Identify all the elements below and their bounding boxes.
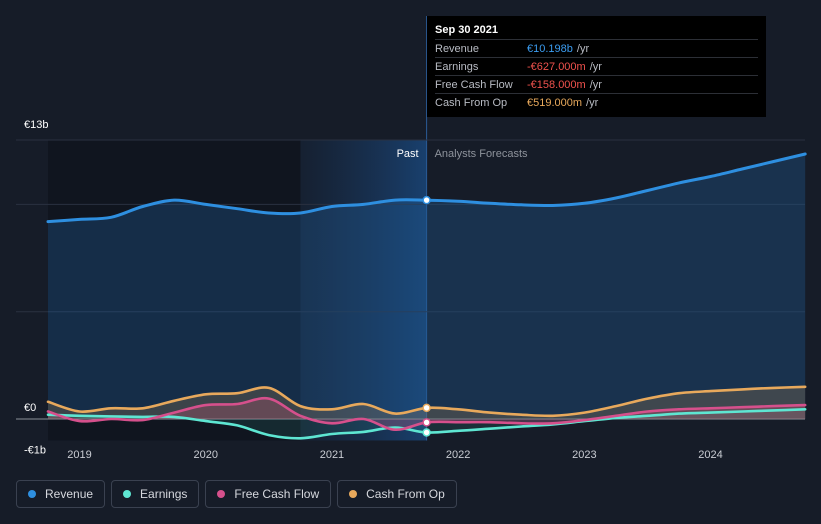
tooltip-value: €519.000m [527,96,583,109]
legend-label: Free Cash Flow [234,487,320,501]
legend-item-earnings[interactable]: Earnings [111,480,200,508]
tooltip-unit: /yr [589,60,602,73]
x-tick-label: 2024 [698,449,722,461]
y-tick-label: -€1b [24,444,46,456]
tooltip-date: Sep 30 2021 [435,24,498,36]
chart-svg: €13b €0 -€1b 2019 2020 2021 2022 2023 2024 Past An… [16,16,807,461]
x-tick-label: 2021 [320,449,344,461]
tooltip-row-cash-from-op: Cash From Op €519.000m /yr [435,93,758,111]
legend-item-cash-from-op[interactable]: Cash From Op [337,480,457,508]
forecast-label: Analysts Forecasts [435,148,528,160]
x-tick-label: 2023 [572,449,596,461]
tooltip-row-free-cash-flow: Free Cash Flow -€158.000m /yr [435,75,758,93]
legend-dot-icon [349,490,358,498]
marker-cash-from-op [422,403,431,413]
legend-item-free-cash-flow[interactable]: Free Cash Flow [205,480,332,508]
area-cash-from-op [48,386,806,419]
past-region [300,140,427,441]
legend-dot-icon [28,490,36,498]
tooltip-value: -€158.000m [527,78,586,91]
tooltip-label: Revenue [435,42,480,55]
pre-past-region [48,140,301,441]
area-free-cash-flow [48,398,806,430]
tooltip-unit: /yr [589,78,602,91]
legend-label: Earnings [140,487,188,501]
tooltip-value: €10.198b [527,42,573,55]
tooltip-value: -€627.000m [527,60,586,73]
legend: Revenue Earnings Free Cash Flow Cash Fro… [16,480,457,508]
past-label: Past [397,148,419,160]
y-tick-label: €13b [24,119,48,131]
legend-dot-icon [123,490,132,498]
area-revenue [48,154,806,419]
legend-dot-icon [217,490,226,498]
marker-revenue [422,195,431,205]
legend-item-revenue[interactable]: Revenue [16,480,106,508]
x-tick-label: 2020 [194,449,218,461]
tooltip: Sep 30 2021 Revenue €10.198b /yr Earning… [427,16,766,117]
marker-earnings [422,428,431,437]
y-tick-label: €0 [24,402,36,414]
marker-free-cash-flow [422,418,431,427]
tooltip-label: Cash From Op [435,96,508,109]
tooltip-unit: /yr [576,42,590,55]
tooltip-unit: /yr [586,96,599,109]
x-tick-label: 2022 [446,449,470,461]
tooltip-label: Free Cash Flow [435,78,513,91]
tooltip-label: Earnings [435,60,479,73]
legend-label: Cash From Op [366,487,445,501]
legend-label: Revenue [45,487,94,501]
tooltip-row-earnings: Earnings -€627.000m /yr [435,57,758,75]
tooltip-row-revenue: Revenue €10.198b /yr [435,39,758,57]
x-tick-label: 2019 [67,449,91,461]
